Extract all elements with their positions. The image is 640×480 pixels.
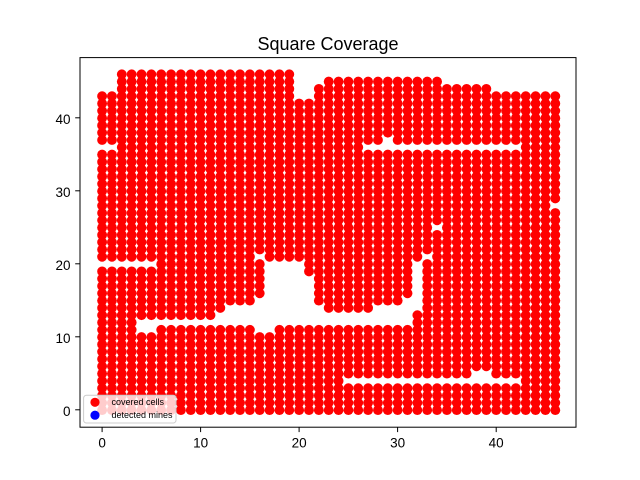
svg-text:10: 10 [55, 331, 70, 346]
svg-text:Square Coverage: Square Coverage [257, 34, 398, 54]
svg-text:20: 20 [292, 436, 307, 451]
svg-text:covered cells: covered cells [112, 397, 165, 407]
svg-text:10: 10 [193, 436, 208, 451]
svg-text:0: 0 [63, 404, 71, 419]
svg-text:30: 30 [55, 185, 70, 200]
svg-text:40: 40 [55, 112, 70, 127]
svg-text:20: 20 [55, 258, 70, 273]
svg-text:30: 30 [390, 436, 405, 451]
svg-text:40: 40 [489, 436, 504, 451]
svg-text:0: 0 [98, 436, 106, 451]
svg-text:detected mines: detected mines [112, 410, 174, 420]
